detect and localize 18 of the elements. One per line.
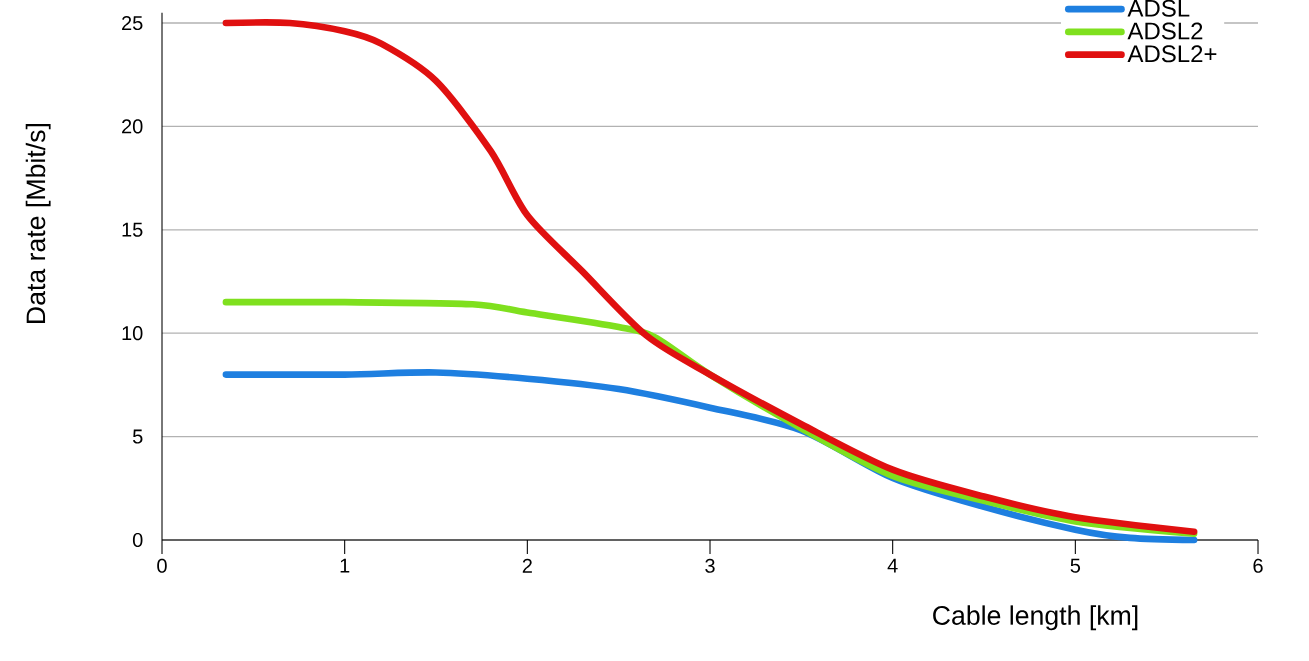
- y-tick-label: 25: [122, 15, 143, 31]
- y-tick-label: 5: [132, 429, 143, 444]
- x-axis-title: Cable length [km]: [933, 605, 1138, 631]
- legend-label: ADSL: [1127, 0, 1190, 17]
- x-tick-label: 1: [340, 558, 350, 573]
- y-tick-label: 0: [132, 532, 143, 548]
- x-tick-label: 3: [705, 558, 715, 573]
- x-tick-label: 6: [1253, 558, 1263, 573]
- x-tick-label: 5: [1070, 558, 1081, 573]
- y-axis-title: Data rate [Mbit/s]: [25, 124, 51, 323]
- y-tick-label: 10: [122, 326, 143, 341]
- x-tick-label: 0: [157, 558, 167, 573]
- x-tick-label: 2: [522, 558, 532, 573]
- legend-label: ADSL2: [1127, 22, 1203, 40]
- x-tick-label: 4: [887, 558, 898, 573]
- y-tick-label: 20: [122, 119, 143, 134]
- y-tick-label: 15: [122, 222, 143, 237]
- legend-label: ADSL2+: [1127, 45, 1217, 63]
